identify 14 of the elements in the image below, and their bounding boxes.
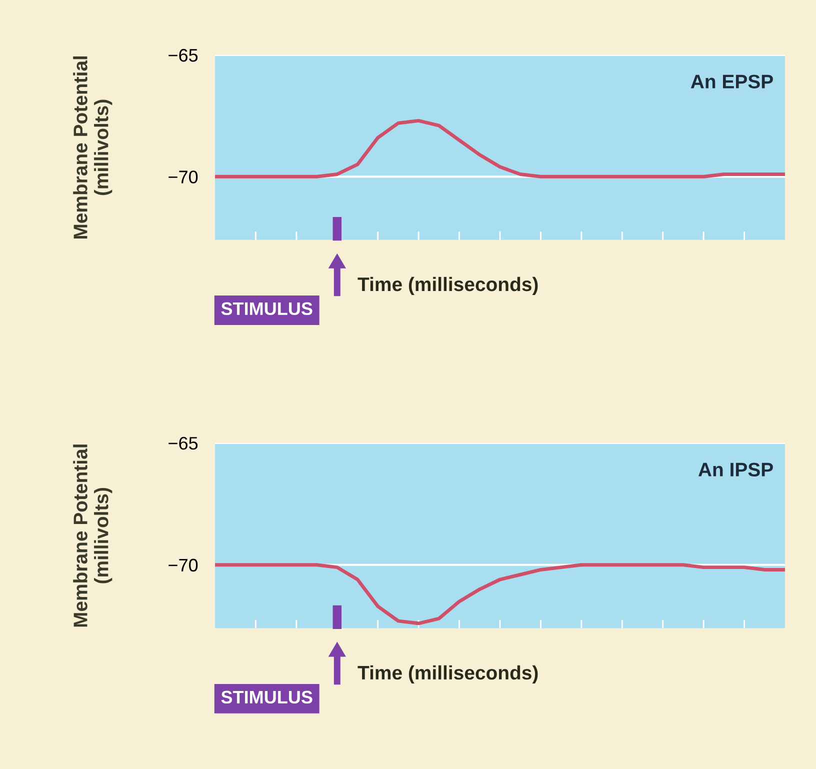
y-tick-label: −65 (168, 436, 198, 450)
x-axis-title: Time (milliseconds) (358, 276, 538, 296)
y-axis-title: Membrane Potential (millivolts) (73, 56, 112, 239)
text: STIMULUS (221, 690, 312, 704)
text: An IPSP (698, 462, 773, 476)
y-axis-title: Membrane Potential (millivolts) (73, 444, 112, 627)
y-tick-label: −65 (168, 48, 198, 62)
line-series (215, 118, 785, 178)
line-series (215, 563, 785, 626)
text: STIMULUS (221, 302, 312, 316)
x-axis-title: Time (milliseconds) (358, 665, 538, 684)
y-tick-label: −70 (168, 170, 198, 184)
text: An EPSP (690, 74, 773, 88)
y-tick-label: −70 (168, 558, 198, 572)
